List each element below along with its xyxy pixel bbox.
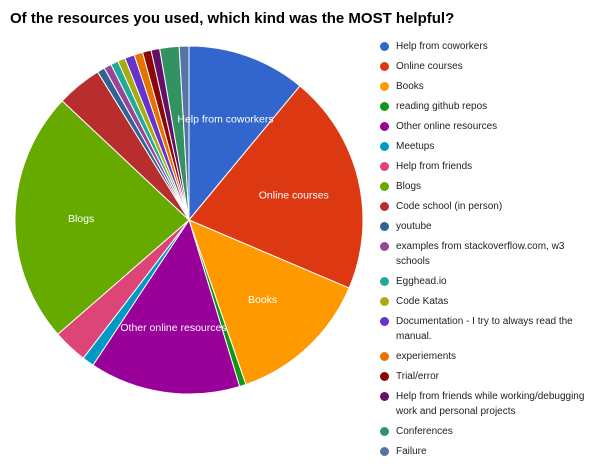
legend-swatch xyxy=(380,222,389,231)
legend-item-reading-github-repos[interactable]: reading github repos xyxy=(380,99,598,114)
pie-slice-help-from-coworkers[interactable] xyxy=(188,45,301,222)
legend-item-egghead-io[interactable]: Egghead.io xyxy=(380,274,598,289)
legend: Help from coworkers Online courses Books re… xyxy=(380,39,598,464)
legend-label: Books xyxy=(396,81,424,92)
pie-slice-blogs[interactable] xyxy=(14,100,190,335)
legend-item-documentation-i-try-to-always-read-the-manual[interactable]: Documentation - I try to always read the… xyxy=(380,314,598,344)
legend-label: reading github repos xyxy=(396,101,488,112)
legend-label: Conferences xyxy=(396,426,453,437)
pie-slice-books[interactable] xyxy=(188,219,350,386)
legend-swatch xyxy=(380,427,389,436)
legend-item-experiements[interactable]: experiements xyxy=(380,349,598,364)
legend-item-help-from-friends[interactable]: Help from friends xyxy=(380,159,598,174)
legend-item-examples-from-stackoverflow-com-w3-schools[interactable]: examples from stackoverflow.com, w3 scho… xyxy=(380,239,598,269)
legend-item-meetups[interactable]: Meetups xyxy=(380,139,598,154)
pie-slices xyxy=(14,45,364,395)
pie-chart: Help from coworkers Online courses Books Ot… xyxy=(14,45,364,395)
legend-swatch xyxy=(380,142,389,151)
slice-label-online-courses: Online courses xyxy=(259,190,329,202)
legend-swatch xyxy=(380,162,389,171)
legend-label: Help from coworkers xyxy=(396,41,488,52)
legend-swatch xyxy=(380,122,389,131)
legend-swatch xyxy=(380,372,389,381)
legend-item-code-school-in-person[interactable]: Code school (in person) xyxy=(380,199,598,214)
legend-swatch xyxy=(380,392,389,401)
legend-item-youtube[interactable]: youtube xyxy=(380,219,598,234)
pie-slice-failure[interactable] xyxy=(178,45,190,221)
legend-label: experiements xyxy=(396,351,457,362)
legend-label: Online courses xyxy=(396,61,463,72)
legend-swatch xyxy=(380,352,389,361)
legend-swatch xyxy=(380,102,389,111)
legend-label: Meetups xyxy=(396,141,435,152)
legend-item-help-from-coworkers[interactable]: Help from coworkers xyxy=(380,39,598,54)
legend-item-help-from-friends-while-working-debugging-work-and-personal-projects[interactable]: Help from friends while working/debuggin… xyxy=(380,389,598,419)
legend-label: Other online resources xyxy=(396,121,498,132)
slice-label-books: Books xyxy=(248,294,277,306)
slice-label-help-from-coworkers: Help from coworkers xyxy=(177,114,273,126)
legend-item-code-katas[interactable]: Code Katas xyxy=(380,294,598,309)
legend-swatch xyxy=(380,182,389,191)
legend-item-blogs[interactable]: Blogs xyxy=(380,179,598,194)
legend-item-books[interactable]: Books xyxy=(380,79,598,94)
legend-label: Code school (in person) xyxy=(396,201,503,212)
legend-label: Failure xyxy=(396,446,427,457)
legend-swatch xyxy=(380,297,389,306)
chart-title: Of the resources you used, which kind wa… xyxy=(10,10,455,27)
legend-swatch xyxy=(380,277,389,286)
legend-item-online-courses[interactable]: Online courses xyxy=(380,59,598,74)
legend-swatch xyxy=(380,242,389,251)
pie-slice-other-online-resources[interactable] xyxy=(92,218,241,395)
legend-swatch xyxy=(380,202,389,211)
legend-label: Help from friends while working/debuggin… xyxy=(396,391,585,417)
legend-label: examples from stackoverflow.com, w3 scho… xyxy=(396,241,565,267)
pie-slice-labels: Help from coworkers Online courses Books Ot… xyxy=(68,114,329,334)
legend-item-conferences[interactable]: Conferences xyxy=(380,424,598,439)
legend-label: Help from friends xyxy=(396,161,473,172)
legend-label: Blogs xyxy=(396,181,422,192)
legend-label: Code Katas xyxy=(396,296,449,307)
legend-swatch xyxy=(380,62,389,71)
slice-label-blogs: Blogs xyxy=(68,213,94,225)
legend-label: Documentation - I try to always read the… xyxy=(396,316,573,342)
legend-swatch xyxy=(380,447,389,456)
legend-label: Trial/error xyxy=(396,371,439,382)
legend-swatch xyxy=(380,82,389,91)
legend-item-other-online-resources[interactable]: Other online resources xyxy=(380,119,598,134)
legend-swatch xyxy=(380,317,389,326)
legend-label: youtube xyxy=(396,221,432,232)
slice-label-other-online-resources: Other online resources xyxy=(120,322,226,334)
legend-item-failure[interactable]: Failure xyxy=(380,444,598,459)
legend-swatch xyxy=(380,42,389,51)
legend-label: Egghead.io xyxy=(396,276,447,287)
legend-item-trial-error[interactable]: Trial/error xyxy=(380,369,598,384)
pie-slice-online-courses[interactable] xyxy=(188,85,364,289)
